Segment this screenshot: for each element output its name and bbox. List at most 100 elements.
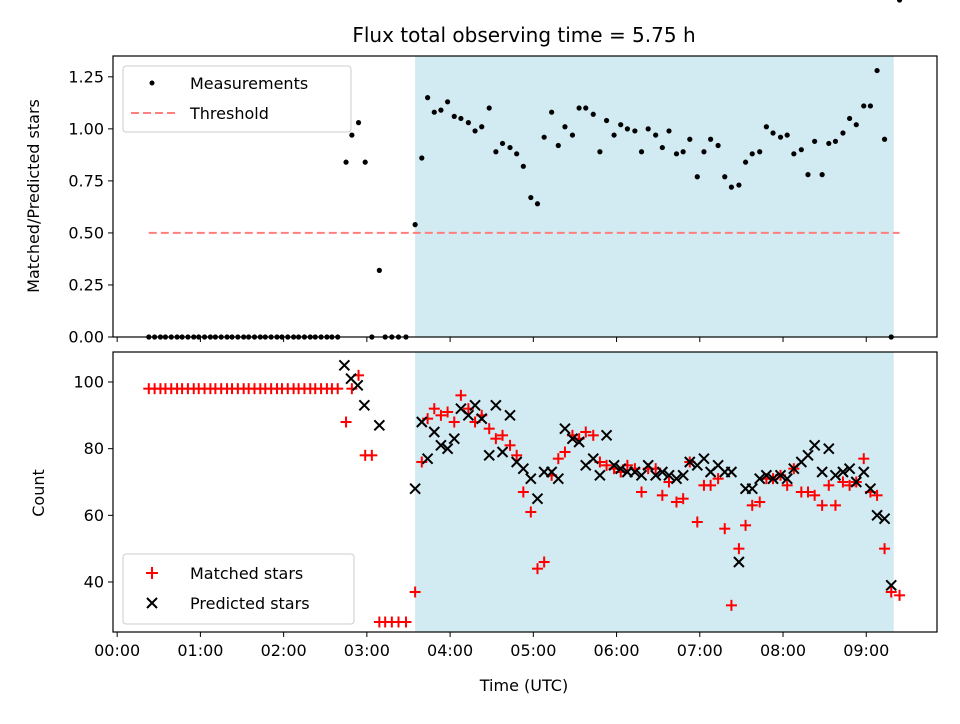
matched-star-point: [725, 599, 737, 611]
legend-label-matched: Matched stars: [190, 564, 303, 583]
y-tick-label: 0.75: [68, 171, 104, 190]
predicted-star-point: [469, 399, 481, 412]
predicted-star-point: [462, 409, 475, 422]
predicted-star-point: [774, 469, 787, 482]
predicted-star-point: [594, 469, 606, 482]
measurement-point: [659, 144, 665, 151]
matched-star-point: [636, 486, 648, 498]
measurement-point: [840, 130, 846, 136]
predicted-marker-b: [808, 439, 821, 452]
predicted-marker-b: [629, 466, 641, 478]
matched-star-point: [497, 429, 509, 441]
measurement-point: [472, 128, 478, 134]
matched-star-point: [455, 389, 467, 401]
measurement-point: [819, 172, 825, 178]
predicted-star-point: [559, 422, 571, 435]
measurement-point: [722, 174, 728, 180]
predicted-marker-b: [409, 482, 421, 495]
predicted-star-point: [767, 472, 779, 485]
measurement-point: [555, 142, 561, 149]
matched-star-point: [511, 449, 523, 461]
predicted-marker-b: [373, 419, 386, 432]
matched-star-point: [781, 479, 793, 491]
predicted-marker-b: [885, 579, 897, 592]
predicted-star-point: [829, 469, 842, 482]
measurement-point: [812, 138, 818, 144]
matched-star-point: [816, 499, 828, 511]
predicted-star-point: [409, 482, 421, 495]
predicted-marker-b: [455, 402, 467, 415]
matched-star-point: [837, 476, 849, 488]
matched-star-point: [552, 453, 564, 465]
predicted-marker-b: [635, 469, 648, 482]
measurement-point: [763, 124, 769, 130]
observing-window: [415, 352, 894, 632]
x-tick-label: 01:00: [177, 641, 223, 660]
matched-star-point: [740, 519, 752, 531]
predicted-star-point: [871, 509, 883, 522]
measurement-point: [618, 122, 624, 128]
measurement-point: [611, 132, 617, 138]
matched-star-point: [559, 446, 571, 458]
matched-star-point: [858, 453, 870, 465]
predicted-marker-b: [829, 469, 842, 482]
predicted-star-point: [483, 449, 495, 462]
matched-star-point: [490, 433, 502, 445]
measurement-point: [632, 128, 638, 134]
matched-star-point: [517, 486, 529, 498]
predicted-star-point: [642, 459, 654, 472]
measurement-point: [597, 149, 603, 155]
x-tick-label: 00:00: [94, 641, 140, 660]
predicted-marker-b: [642, 459, 654, 472]
predicted-marker-b: [545, 466, 558, 478]
predicted-star-point: [629, 466, 641, 478]
measurement-point: [479, 124, 485, 130]
bottom-observing-region: [415, 352, 894, 632]
predicted-marker-b: [469, 399, 481, 412]
bottom-axes-frame: [112, 351, 938, 633]
measurement-point: [528, 194, 534, 201]
predicted-marker-b: [421, 452, 434, 465]
x-axis-label: Time (UTC): [479, 676, 568, 695]
measurement-point: [826, 140, 832, 147]
predicted-star-point: [338, 359, 351, 372]
measurement-point: [343, 159, 349, 165]
predicted-marker-b: [462, 409, 475, 422]
matched-star-point: [754, 496, 766, 508]
measurement-point: [708, 136, 714, 142]
matched-star-point: [712, 473, 724, 485]
matched-star-point: [885, 586, 897, 598]
top-observing-region: [415, 56, 894, 337]
predicted-marker-b: [760, 469, 773, 482]
matched-star-point: [691, 516, 703, 528]
predicted-marker-b: [351, 379, 364, 392]
predicted-star-point: [885, 579, 897, 592]
measurement-point: [784, 132, 790, 138]
matched-star-point: [448, 416, 460, 428]
predicted-marker-b: [823, 442, 835, 455]
predicted-marker-b: [594, 469, 606, 482]
predicted-star-point: [504, 409, 516, 422]
matched-star-point: [428, 403, 440, 415]
predicted-star-point: [441, 442, 454, 455]
predicted-marker-b: [496, 446, 509, 458]
predicted-marker-b: [871, 509, 883, 522]
predicted-star-point: [878, 512, 891, 525]
predicted-marker-b: [490, 399, 502, 412]
measurement-point: [355, 120, 362, 126]
predicted-star-point: [358, 399, 371, 412]
measurement-point: [444, 99, 451, 105]
predicted-star-point: [802, 449, 814, 462]
predicted-star-point: [649, 469, 662, 482]
predicted-star-point: [850, 476, 862, 488]
measurement-point: [376, 267, 382, 273]
measurement-point: [874, 67, 880, 74]
top-y-axis-label: Matched/Predicted stars: [24, 99, 43, 293]
measurement-point: [770, 130, 776, 136]
measurement-point: [653, 132, 659, 138]
measurement-point: [362, 159, 368, 165]
bottom-y-ticks: 40 60 80 100: [73, 373, 113, 592]
predicted-marker-b: [504, 409, 516, 422]
bottom-panel: 40 60 80 100 00:00 01:00 02:00 03:00 04:00 05:00…: [29, 351, 938, 695]
measurement-point: [549, 109, 555, 115]
